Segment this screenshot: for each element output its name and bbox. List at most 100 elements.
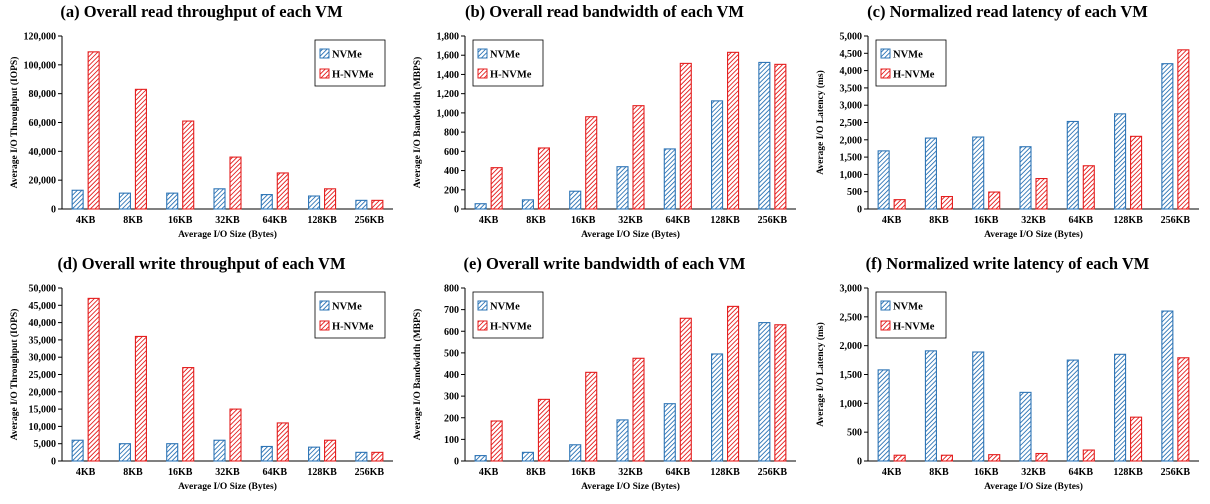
bar-nvme-16kb xyxy=(166,443,179,462)
legend-label-nvme: NVMe xyxy=(332,302,362,313)
bar-nvme-8kb xyxy=(924,137,937,210)
bar-nvme-256kb xyxy=(758,322,771,462)
legend-swatch-h-nvme xyxy=(477,68,488,79)
y-tick-label: 600 xyxy=(444,147,459,158)
bar-h-nvme-4kb xyxy=(893,454,906,462)
bar-nvme-128kb xyxy=(1114,353,1127,462)
y-tick-label: 2,500 xyxy=(840,118,863,129)
x-tick-label: 256KB xyxy=(1161,215,1191,226)
chart-a-svg: 0 20,000 40,000 60,000 80,000 100,000 120,000 4… xyxy=(9,32,393,240)
x-tick-label: 8KB xyxy=(526,467,546,478)
bar-nvme-32kb xyxy=(616,419,629,462)
bar-nvme-256kb xyxy=(758,61,771,210)
bar-h-nvme-4kb xyxy=(87,51,100,210)
y-tick-label: 4,000 xyxy=(840,66,863,77)
y-tick-label: 1,500 xyxy=(840,153,863,164)
y-tick-label: 3,500 xyxy=(840,83,863,94)
y-tick-label: 50,000 xyxy=(29,284,57,295)
bar-nvme-256kb xyxy=(1161,310,1174,462)
chart-title: (c) Normalized read latency of each VM xyxy=(867,2,1148,21)
bar-nvme-64kb xyxy=(663,403,676,462)
y-tick-label: 1,800 xyxy=(437,32,460,43)
bar-nvme-16kb xyxy=(972,351,985,462)
legend-swatch-h-nvme xyxy=(477,320,488,331)
y-tick-label: 800 xyxy=(444,128,459,139)
chart-f-svg: 0 500 1,000 1,500 2,000 2,500 3,000 4KB 8KB 16KB 3… xyxy=(815,284,1199,492)
y-axis-label: Average I/O Throughput (IOPS) xyxy=(9,57,20,189)
bar-h-nvme-128kb xyxy=(324,188,337,210)
y-tick-label: 30,000 xyxy=(29,353,57,364)
x-tick-label: 8KB xyxy=(929,467,949,478)
bar-nvme-4kb xyxy=(877,150,890,210)
bar-h-nvme-4kb xyxy=(893,199,906,210)
legend-label-nvme: NVMe xyxy=(332,50,362,61)
x-tick-label: 64KB xyxy=(263,467,288,478)
y-tick-label: 200 xyxy=(444,413,459,424)
x-tick-label: 64KB xyxy=(1069,215,1094,226)
bar-h-nvme-64kb xyxy=(679,317,692,462)
bar-h-nvme-64kb xyxy=(679,62,692,210)
y-tick-label: 45,000 xyxy=(29,301,57,312)
chart-panel-b: (b) Overall read bandwidth of each VM 0 2… xyxy=(403,0,806,252)
bar-nvme-16kb xyxy=(972,136,985,210)
y-tick-label: 300 xyxy=(444,392,459,403)
bar-h-nvme-32kb xyxy=(632,105,645,210)
bar-nvme-4kb xyxy=(474,455,487,462)
legend-swatch-h-nvme xyxy=(880,68,891,79)
chart-title: (e) Overall write bandwidth of each VM xyxy=(463,254,746,273)
bar-h-nvme-8kb xyxy=(134,88,147,210)
bar-nvme-32kb xyxy=(616,166,629,210)
x-tick-label: 4KB xyxy=(479,467,499,478)
x-tick-label: 64KB xyxy=(666,467,691,478)
bar-h-nvme-32kb xyxy=(1035,452,1048,462)
y-tick-label: 2,000 xyxy=(840,135,863,146)
x-tick-label: 128KB xyxy=(307,467,337,478)
x-axis-label: Average I/O Size (Bytes) xyxy=(984,229,1083,240)
x-tick-label: 8KB xyxy=(526,215,546,226)
y-tick-label: 40,000 xyxy=(29,318,57,329)
legend-swatch-h-nvme xyxy=(319,320,330,331)
bar-h-nvme-8kb xyxy=(537,398,550,462)
bar-h-nvme-8kb xyxy=(134,335,147,462)
bar-h-nvme-4kb xyxy=(490,167,503,210)
x-tick-label: 256KB xyxy=(758,467,788,478)
bar-nvme-128kb xyxy=(308,195,321,210)
y-tick-label: 5,000 xyxy=(840,32,863,43)
bar-nvme-64kb xyxy=(663,148,676,210)
chart-c-svg: 0 500 1,000 1,500 2,000 2,500 3,000 3,500 4,000 4… xyxy=(815,32,1199,240)
y-axis-label: Average I/O Bandwidth (MBPS) xyxy=(412,309,423,441)
y-tick-label: 700 xyxy=(444,305,459,316)
x-tick-label: 32KB xyxy=(215,215,240,226)
bar-h-nvme-128kb xyxy=(727,51,740,210)
bar-h-nvme-256kb xyxy=(371,199,384,210)
x-tick-label: 16KB xyxy=(974,215,999,226)
chart-panel-d: (d) Overall write throughput of each VM … xyxy=(0,252,403,504)
chart-panel-f: (f) Normalized write latency of each VM … xyxy=(806,252,1209,504)
y-tick-label: 500 xyxy=(444,348,459,359)
chart-title: (a) Overall read throughput of each VM xyxy=(60,2,343,21)
y-tick-label: 100,000 xyxy=(24,60,57,71)
x-tick-label: 32KB xyxy=(1021,215,1046,226)
bar-h-nvme-256kb xyxy=(774,63,787,210)
x-tick-label: 256KB xyxy=(1161,467,1191,478)
x-tick-label: 256KB xyxy=(758,215,788,226)
y-tick-label: 0 xyxy=(857,205,862,216)
bar-h-nvme-8kb xyxy=(940,195,953,210)
legend-label-h-nvme: H-NVMe xyxy=(893,322,935,333)
bar-h-nvme-32kb xyxy=(632,357,645,462)
x-tick-label: 64KB xyxy=(263,215,288,226)
y-tick-label: 1,200 xyxy=(437,89,460,100)
y-tick-label: 1,000 xyxy=(840,399,863,410)
bar-nvme-32kb xyxy=(213,188,226,210)
chart-panel-a: (a) Overall read throughput of each VM 0… xyxy=(0,0,403,252)
x-tick-label: 128KB xyxy=(710,467,740,478)
bar-nvme-32kb xyxy=(1019,146,1032,210)
y-tick-label: 80,000 xyxy=(29,89,57,100)
bar-nvme-8kb xyxy=(924,350,937,462)
x-tick-label: 8KB xyxy=(123,215,143,226)
x-tick-label: 16KB xyxy=(168,467,193,478)
bar-h-nvme-8kb xyxy=(940,454,953,462)
x-tick-label: 128KB xyxy=(1113,215,1143,226)
bar-h-nvme-256kb xyxy=(1177,49,1190,210)
bar-h-nvme-4kb xyxy=(87,297,100,462)
